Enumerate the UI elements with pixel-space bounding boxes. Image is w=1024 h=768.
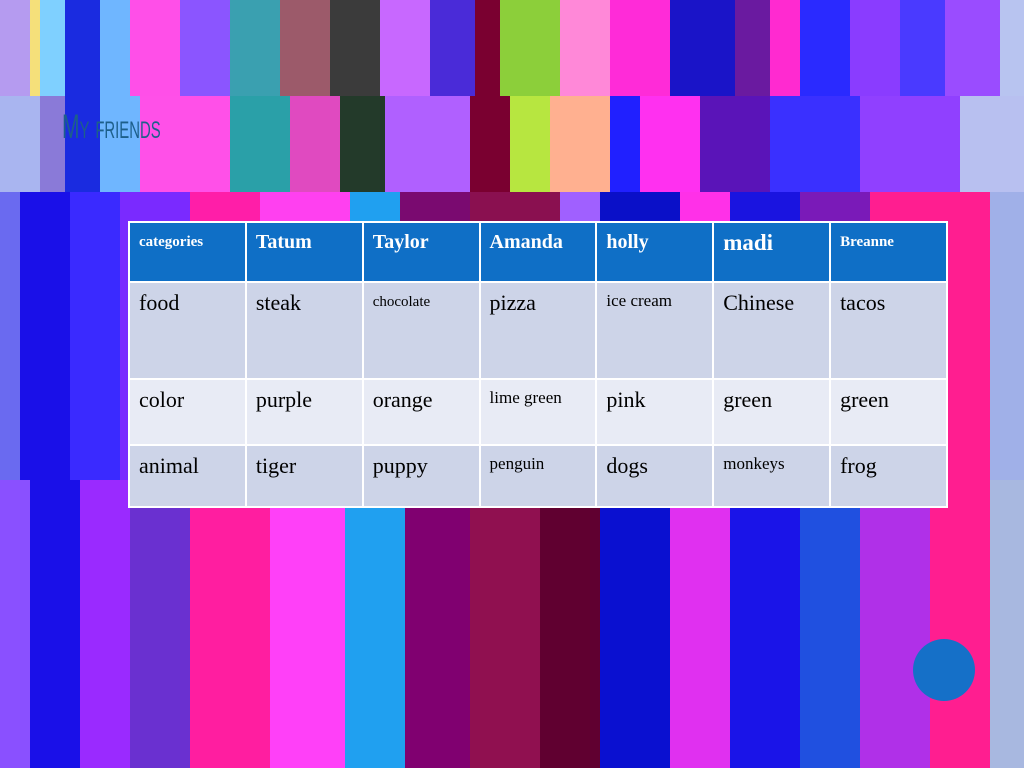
table-cell: puppy [361,444,481,508]
table-cell: green [712,378,832,446]
header-cell: Tatum [244,221,364,283]
table-cell: chocolate [361,281,481,380]
table-cell: tacos [829,281,948,380]
table-cell: steak [244,281,364,380]
background-stripes [0,0,1024,96]
table-row: food steak chocolate pizza ice cream Chinese t… [128,281,948,380]
header-cell: Taylor [361,221,481,283]
header-cell: categories [128,221,247,283]
table-row: color purple orange lime green pink green gree… [128,378,948,446]
background-stripes [0,96,1024,192]
table-cell: orange [361,378,481,446]
table-cell: monkeys [712,444,832,508]
table-cell: frog [829,444,948,508]
header-cell: holly [595,221,715,283]
table-cell: tiger [244,444,364,508]
header-cell: Amanda [478,221,598,283]
slide-title: My friends [62,108,161,146]
table-cell: purple [244,378,364,446]
header-cell: madi [712,221,832,283]
table-cell: dogs [595,444,715,508]
table-row: animal tiger puppy penguin dogs monkeys frog [128,444,948,508]
table-cell: food [128,281,247,380]
table-cell: animal [128,444,247,508]
friends-table: categories Tatum Taylor Amanda holly madi Brea… [128,221,948,508]
table-cell: color [128,378,247,446]
table-cell: pizza [478,281,598,380]
table-body: food steak chocolate pizza ice cream Chinese t… [128,281,948,508]
table-cell: Chinese [712,281,832,380]
header-row: categories Tatum Taylor Amanda holly madi Brea… [128,221,948,283]
header-cell: Breanne [829,221,948,283]
table-cell: pink [595,378,715,446]
table-cell: lime green [478,378,598,446]
table-cell: green [829,378,948,446]
decorative-circle [913,639,975,701]
table-cell: ice cream [595,281,715,380]
table-cell: penguin [478,444,598,508]
background-stripes [0,480,1024,768]
